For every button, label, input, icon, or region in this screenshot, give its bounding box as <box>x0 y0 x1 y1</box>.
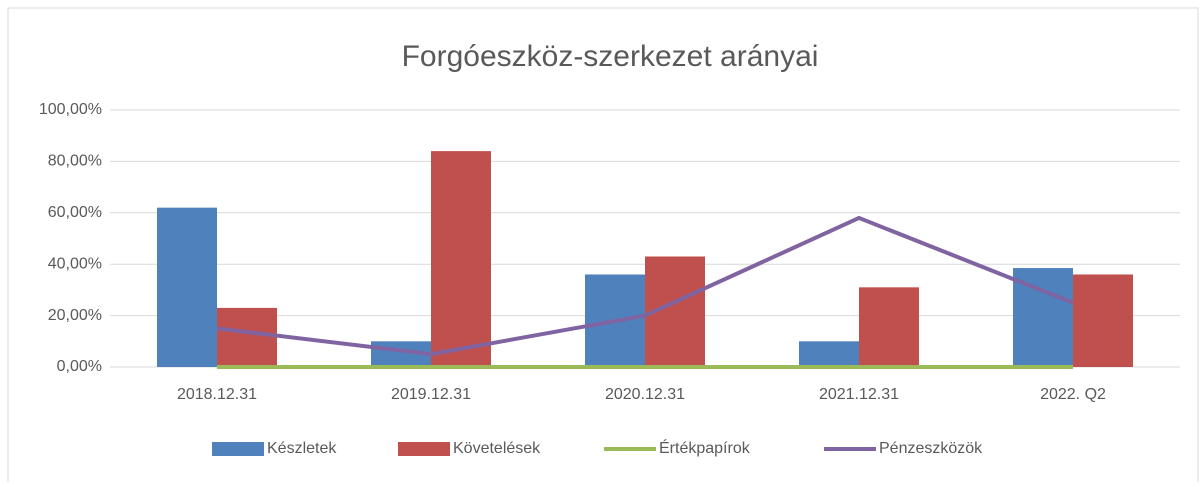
y-tick-label: 20,00% <box>48 307 102 324</box>
legend-label: Értékpapírok <box>659 438 751 457</box>
bar <box>157 207 217 367</box>
legend-label: Követelések <box>453 440 541 457</box>
bar <box>1073 274 1133 367</box>
line <box>216 215 1074 357</box>
legend-label: Pénzeszközök <box>879 440 983 457</box>
bar <box>431 151 491 367</box>
bar <box>799 341 859 367</box>
bar <box>859 287 919 367</box>
x-tick-label: 2018.12.31 <box>177 386 257 403</box>
x-tick-label: 2022. Q2 <box>1040 386 1106 403</box>
y-tick-label: 40,00% <box>48 255 102 272</box>
legend-swatch <box>398 442 450 456</box>
bar <box>217 307 277 367</box>
y-tick-label: 60,00% <box>48 204 102 221</box>
y-tick-label: 0,00% <box>57 358 102 375</box>
x-tick-label: 2021.12.31 <box>819 386 899 403</box>
x-tick-label: 2019.12.31 <box>391 386 471 403</box>
y-tick-label: 100,00% <box>39 101 102 118</box>
x-tick-label: 2020.12.31 <box>605 386 685 403</box>
legend-swatch <box>212 442 264 456</box>
chart-title: Forgóeszköz-szerkezet arányai <box>402 40 819 73</box>
legend-label: Készletek <box>267 440 337 457</box>
y-tick-label: 80,00% <box>48 153 102 170</box>
